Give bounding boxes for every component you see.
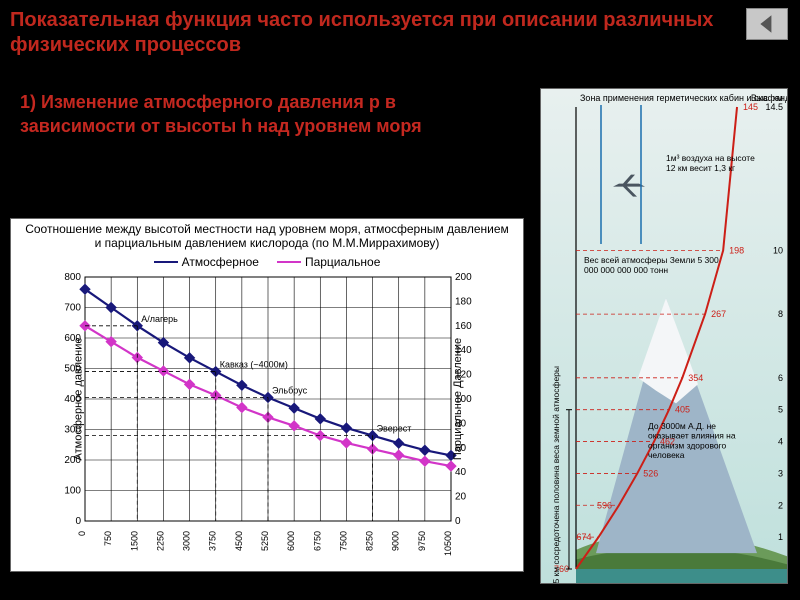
svg-text:1: 1	[778, 532, 783, 542]
svg-text:160: 160	[455, 320, 472, 331]
page-title: Показательная функция часто используется…	[10, 8, 770, 58]
svg-text:405: 405	[675, 405, 690, 415]
svg-text:20: 20	[455, 491, 467, 502]
svg-text:4: 4	[778, 437, 783, 447]
svg-text:200: 200	[455, 273, 472, 283]
svg-text:1500: 1500	[129, 531, 139, 551]
svg-text:198: 198	[729, 245, 744, 255]
pressure-chart: Соотношение между высотой местности над …	[10, 218, 524, 572]
altitude-infographic: Зона применения герметических кабин и ск…	[540, 88, 788, 584]
svg-text:40: 40	[455, 467, 467, 478]
svg-text:8: 8	[778, 309, 783, 319]
svg-text:5: 5	[778, 405, 783, 415]
legend-atm: Атмосферное	[182, 255, 259, 269]
svg-text:3750: 3750	[208, 531, 218, 551]
y-right-label: Парциальное Давление	[452, 337, 464, 459]
svg-text:0: 0	[455, 516, 461, 525]
svg-text:0: 0	[75, 516, 81, 525]
legend-par: Парциальное	[305, 255, 380, 269]
svg-text:800: 800	[64, 273, 81, 283]
svg-text:674: 674	[577, 532, 592, 542]
svg-text:3: 3	[778, 468, 783, 478]
svg-text:4500: 4500	[234, 531, 244, 551]
svg-text:9000: 9000	[391, 531, 401, 551]
svg-text:Эверест: Эверест	[377, 423, 412, 433]
svg-text:180: 180	[455, 296, 472, 307]
svg-text:5250: 5250	[260, 531, 270, 551]
svg-text:организм здорового: организм здорового	[648, 440, 727, 450]
svg-text:700: 700	[64, 302, 81, 313]
svg-text:7500: 7500	[338, 531, 348, 551]
svg-text:14.5: 14.5	[765, 102, 783, 112]
svg-text:1м³ воздуха на высоте: 1м³ воздуха на высоте	[666, 153, 755, 163]
svg-text:Эльбрус: Эльбрус	[272, 385, 308, 395]
subtitle: 1) Изменение атмосферного давления p в з…	[20, 90, 500, 139]
svg-text:10500: 10500	[443, 531, 453, 556]
svg-text:267: 267	[711, 309, 726, 319]
info-svg: Зона применения герметических кабин и ск…	[541, 89, 787, 583]
chart-svg: 0100200300400500600700800020406080100120…	[55, 273, 481, 525]
chart-legend: Атмосферное Парциальное	[11, 253, 523, 273]
x-axis: 0 750 1500 2250 3000 3750 4500 5250 6000 6750 7500…	[11, 525, 523, 565]
svg-text:000 000 000 000 тонн: 000 000 000 000 тонн	[584, 265, 668, 275]
svg-text:оказывает влияния на: оказывает влияния на	[648, 431, 736, 441]
svg-text:Вес всей атмосферы Земли 5 300: Вес всей атмосферы Земли 5 300	[584, 255, 719, 265]
svg-text:человека: человека	[648, 450, 685, 460]
svg-text:3000: 3000	[182, 531, 192, 551]
y-left-label: Атмосферное давление	[72, 337, 84, 460]
svg-text:6000: 6000	[286, 531, 296, 551]
svg-text:100: 100	[64, 485, 81, 496]
chart-title: Соотношение между высотой местности над …	[11, 219, 523, 253]
svg-text:750: 750	[103, 531, 113, 546]
svg-text:8250: 8250	[365, 531, 375, 551]
svg-text:Кавказ (~4000м): Кавказ (~4000м)	[220, 359, 288, 369]
svg-text:До 3000м А.Д. не: До 3000м А.Д. не	[648, 421, 716, 431]
svg-text:6: 6	[778, 373, 783, 383]
svg-text:10: 10	[773, 245, 783, 255]
svg-text:6750: 6750	[312, 531, 322, 551]
svg-text:354: 354	[688, 373, 703, 383]
svg-text:А/лагерь: А/лагерь	[141, 313, 178, 323]
svg-text:526: 526	[643, 468, 658, 478]
svg-text:2250: 2250	[155, 531, 165, 551]
svg-text:12 км весит 1,3 кг: 12 км весит 1,3 кг	[666, 163, 735, 173]
svg-text:В слое 5 км сосредоточена поло: В слое 5 км сосредоточена половина веса …	[551, 366, 561, 583]
svg-text:9750: 9750	[417, 531, 427, 551]
svg-text:145: 145	[743, 102, 758, 112]
svg-text:0: 0	[77, 531, 87, 536]
svg-text:596: 596	[597, 500, 612, 510]
svg-text:2: 2	[778, 500, 783, 510]
